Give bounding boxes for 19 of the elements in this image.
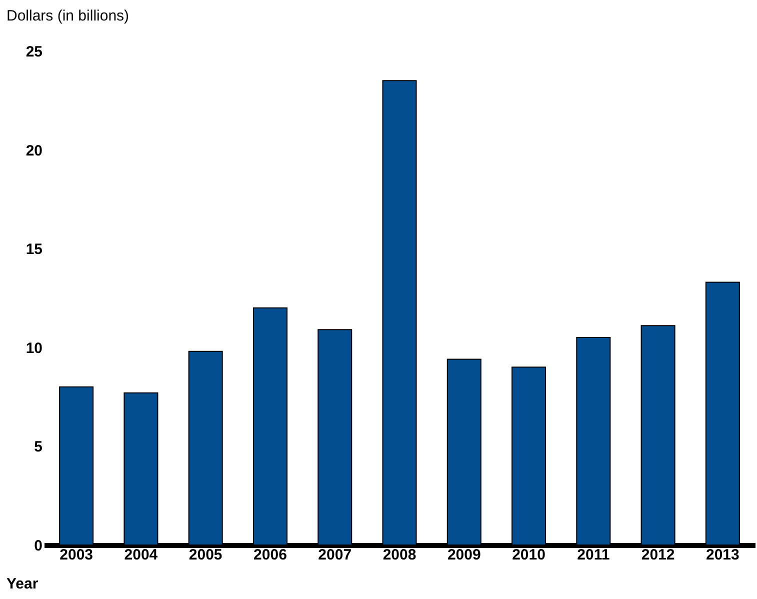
y-tick-label: 25: [26, 44, 42, 60]
y-tick-label: 15: [26, 241, 42, 258]
x-tick-label: 2012: [641, 546, 675, 564]
x-axis-title: Year: [6, 576, 38, 592]
x-tick-label: 2006: [254, 546, 287, 564]
x-tick-label: 2007: [318, 546, 352, 564]
y-tick-label: 5: [34, 438, 42, 456]
x-tick-label: 2003: [60, 546, 94, 564]
x-tick-label: 2008: [382, 546, 416, 564]
x-tick-label: 2010: [512, 546, 546, 564]
x-tick-label: 2013: [706, 546, 740, 564]
x-tick-label: 2011: [577, 546, 610, 564]
y-tick-label: 10: [26, 340, 42, 357]
y-axis-title: Dollars (in billions): [6, 8, 130, 24]
x-tick-label: 2009: [447, 546, 481, 564]
y-tick-label: 0: [34, 538, 42, 554]
x-tick-label: 2004: [124, 546, 158, 564]
y-tick-label: 20: [26, 142, 42, 160]
x-tick-label: 2005: [188, 546, 222, 564]
